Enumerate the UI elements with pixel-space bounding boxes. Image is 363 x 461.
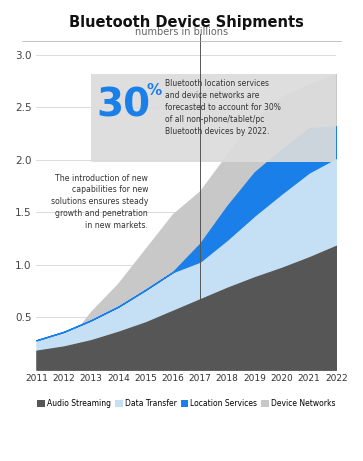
Text: Bluetooth location services
and device networks are
forecasted to account for 30: Bluetooth location services and device n… bbox=[164, 78, 281, 136]
Title: Bluetooth Device Shipments: Bluetooth Device Shipments bbox=[69, 15, 304, 30]
Text: The introduction of new
capabilities for new
solutions ensures steady
growth and: The introduction of new capabilities for… bbox=[51, 174, 148, 230]
Bar bbox=[91, 74, 337, 162]
Legend: Audio Streaming, Data Transfer, Location Services, Device Networks: Audio Streaming, Data Transfer, Location… bbox=[34, 396, 339, 411]
Text: numbers in billions: numbers in billions bbox=[135, 28, 228, 37]
Text: 30: 30 bbox=[97, 86, 151, 124]
Text: %: % bbox=[147, 83, 162, 98]
